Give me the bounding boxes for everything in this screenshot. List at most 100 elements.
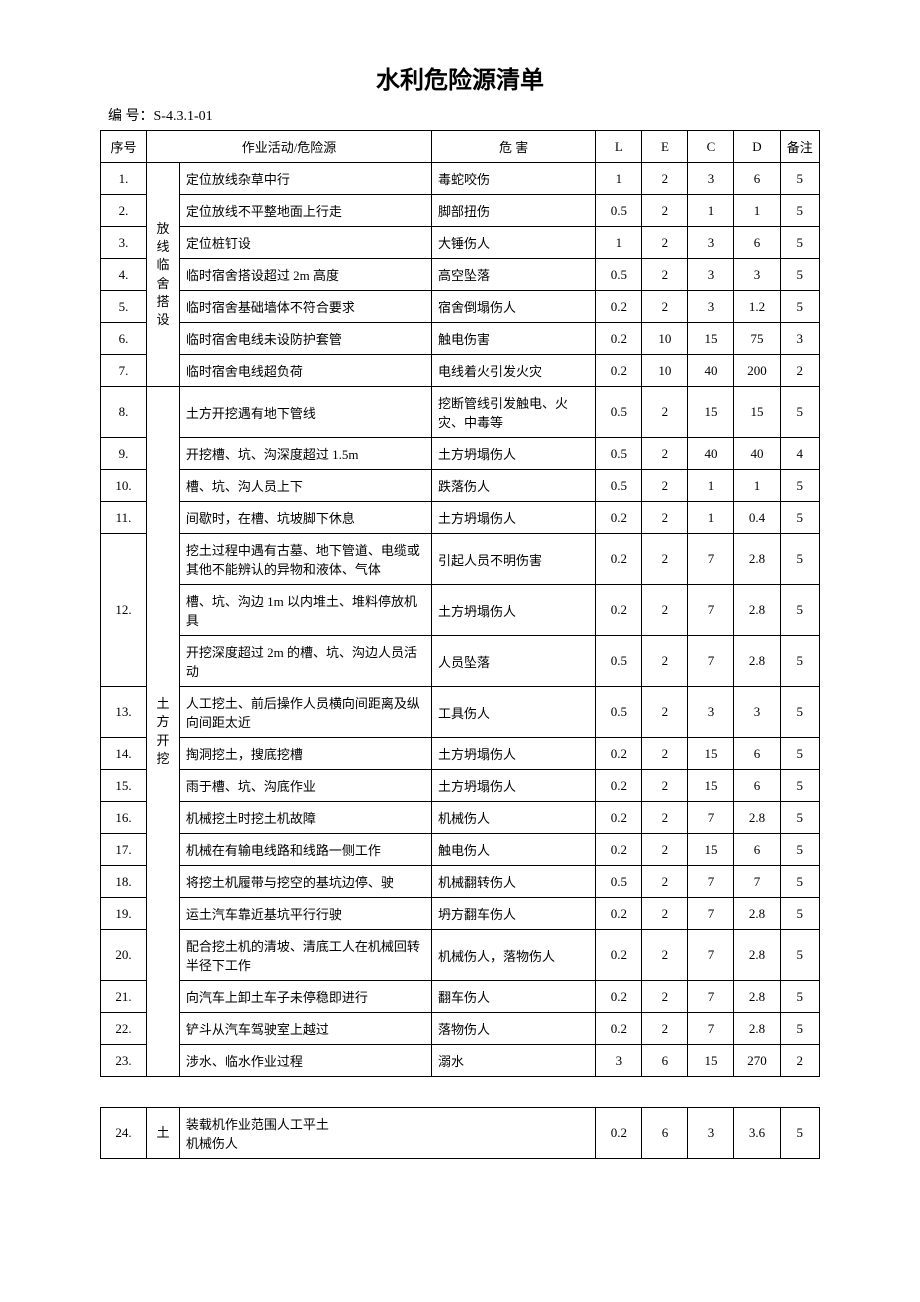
table-cell: 2 (642, 227, 688, 259)
table-cell: 15 (734, 387, 780, 438)
table-cell: 0.2 (596, 1108, 642, 1159)
table-cell: 0.2 (596, 323, 642, 355)
table-cell: 5 (780, 738, 820, 770)
table-cell: 0.2 (596, 738, 642, 770)
table-cell: 5 (780, 930, 820, 981)
table-cell: 土方坍塌伤人 (431, 585, 595, 636)
table-cell: 5 (780, 227, 820, 259)
table-cell: 7 (734, 866, 780, 898)
table-cell: 5 (780, 834, 820, 866)
table-cell: 0.5 (596, 866, 642, 898)
table-cell: 24. (101, 1108, 147, 1159)
table-cell: 5 (780, 802, 820, 834)
table-cell: 2 (642, 636, 688, 687)
table-cell: 3.6 (734, 1108, 780, 1159)
table-cell: 5. (101, 291, 147, 323)
table-cell: 15 (688, 387, 734, 438)
table-cell: 1 (596, 227, 642, 259)
table-row: 3.定位桩钉设大锤伤人12365 (101, 227, 820, 259)
table-cell: 1.2 (734, 291, 780, 323)
table-cell: 20. (101, 930, 147, 981)
table-cell: 1 (688, 195, 734, 227)
table-cell: 机械挖土时挖土机故障 (179, 802, 431, 834)
table-cell: 2 (642, 802, 688, 834)
table-cell: 作业活动/危险源 (147, 131, 432, 163)
table-cell: 0.5 (596, 195, 642, 227)
table-cell: 3 (734, 259, 780, 291)
table-row: 4.临时宿舍搭设超过 2m 高度高空坠落0.52335 (101, 259, 820, 291)
table-cell: 2 (642, 930, 688, 981)
table-cell: 定位桩钉设 (179, 227, 431, 259)
table-row: 17.机械在有输电线路和线路一侧工作触电伤人0.221565 (101, 834, 820, 866)
table-cell: 翻车伤人 (431, 981, 595, 1013)
table-cell: 配合挖土机的清坡、清底工人在机械回转半径下工作 (179, 930, 431, 981)
table-cell: 机械翻转伤人 (431, 866, 595, 898)
table-cell: 槽、坑、沟边 1m 以内堆土、堆料停放机具 (179, 585, 431, 636)
table-cell: 2 (780, 355, 820, 387)
table-cell: 75 (734, 323, 780, 355)
table-cell: 2 (642, 163, 688, 195)
table-cell: 23. (101, 1045, 147, 1077)
table-cell: 3 (688, 687, 734, 738)
table-cell: 16. (101, 802, 147, 834)
table-cell: 2 (642, 738, 688, 770)
table-row: 10.槽、坑、沟人员上下跌落伤人0.52115 (101, 470, 820, 502)
table-cell: 6 (734, 834, 780, 866)
table-cell: 3 (734, 687, 780, 738)
table-cell: 6 (734, 227, 780, 259)
table-cell: 3 (688, 227, 734, 259)
table-cell: 机械伤人，落物伤人 (431, 930, 595, 981)
table-cell: 0.2 (596, 930, 642, 981)
table-row: 开挖深度超过 2m 的槽、坑、沟边人员活动人员坠落0.5272.85 (101, 636, 820, 687)
table-cell: 3 (688, 163, 734, 195)
table-cell: 2 (780, 1045, 820, 1077)
table-cell: 18. (101, 866, 147, 898)
table-cell: 7 (688, 898, 734, 930)
table-cell: 7 (688, 1013, 734, 1045)
table-cell: 5 (780, 898, 820, 930)
table-cell: 2 (642, 259, 688, 291)
table-cell: 4. (101, 259, 147, 291)
table-cell: 6 (642, 1108, 688, 1159)
table-cell: 0.2 (596, 534, 642, 585)
table-cell: 0.5 (596, 259, 642, 291)
table-cell: 1 (688, 470, 734, 502)
table-cell: 5 (780, 195, 820, 227)
table-cell: 2. (101, 195, 147, 227)
table-cell: 10. (101, 470, 147, 502)
table-cell: 2 (642, 387, 688, 438)
table-cell: 开挖槽、坑、沟深度超过 1.5m (179, 438, 431, 470)
table-cell: 0.5 (596, 636, 642, 687)
table-cell: 2 (642, 1013, 688, 1045)
table-cell: 0.5 (596, 438, 642, 470)
table-row: 24.土装载机作业范围人工平土机械伤人0.2633.65 (101, 1108, 820, 1159)
table-cell: 2 (642, 291, 688, 323)
table-cell: 6 (734, 163, 780, 195)
table-cell: 临时宿舍基础墙体不符合要求 (179, 291, 431, 323)
table-cell: 机械伤人 (431, 802, 595, 834)
table-cell: 22. (101, 1013, 147, 1045)
table-cell: 5 (780, 1013, 820, 1045)
table-cell: 落物伤人 (431, 1013, 595, 1045)
table-cell: 3 (688, 291, 734, 323)
table-cell: L (596, 131, 642, 163)
table-cell: 7 (688, 866, 734, 898)
table-cell: 槽、坑、沟人员上下 (179, 470, 431, 502)
table-cell: 19. (101, 898, 147, 930)
table-cell: 7 (688, 585, 734, 636)
table-cell: 装载机作业范围人工平土机械伤人 (179, 1108, 595, 1159)
table-cell: 土方坍塌伤人 (431, 738, 595, 770)
table-cell: 2 (642, 470, 688, 502)
table-cell: 脚部扭伤 (431, 195, 595, 227)
table-cell: 2 (642, 438, 688, 470)
table-cell: 14. (101, 738, 147, 770)
hazard-table-second: 24.土装载机作业范围人工平土机械伤人0.2633.65 (100, 1107, 820, 1159)
table-cell: 备注 (780, 131, 820, 163)
table-cell: 7 (688, 534, 734, 585)
table-cell: 土方坍塌伤人 (431, 770, 595, 802)
table-cell: 15 (688, 770, 734, 802)
table-cell: 15 (688, 738, 734, 770)
table-cell: 开挖深度超过 2m 的槽、坑、沟边人员活动 (179, 636, 431, 687)
table-cell: 7 (688, 802, 734, 834)
table-cell: 15 (688, 323, 734, 355)
